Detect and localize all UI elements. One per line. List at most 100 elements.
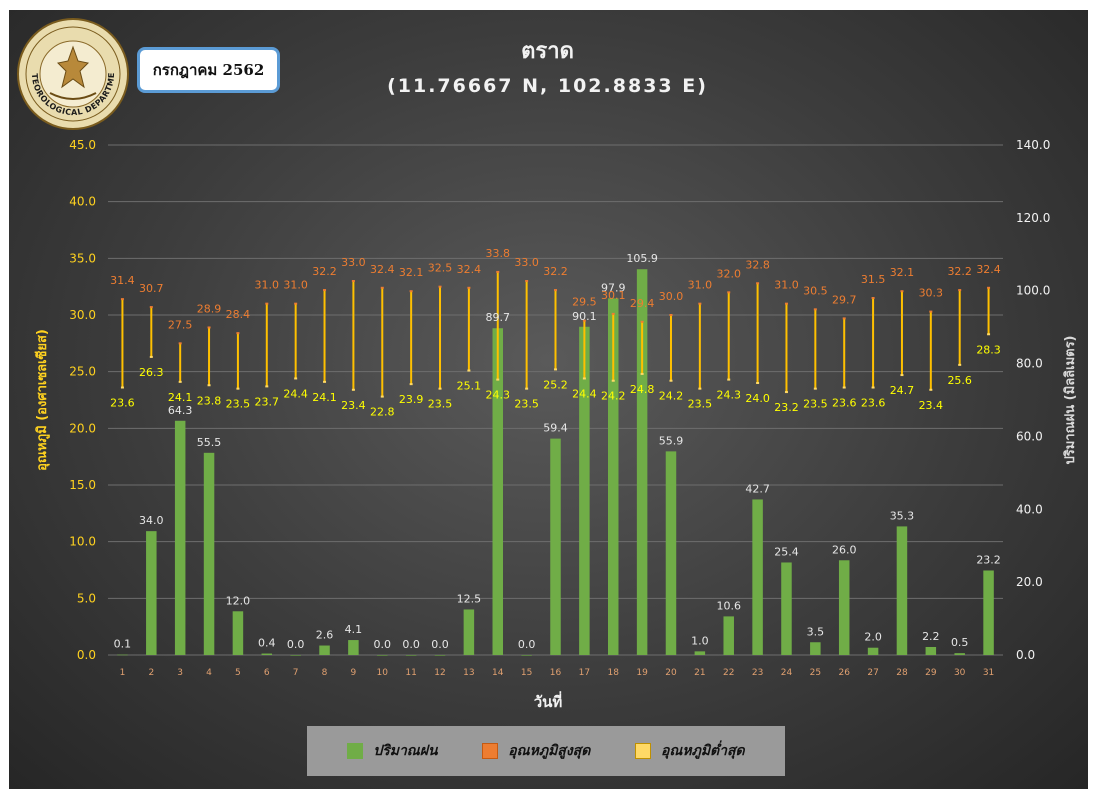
max-temp-label: 29.4 xyxy=(630,297,655,310)
x-tick-label: 20 xyxy=(665,668,677,678)
y-left-tick-label: 40.0 xyxy=(69,195,96,209)
rain-bar xyxy=(579,326,590,655)
max-temp-label: 31.4 xyxy=(110,274,135,287)
rain-value-label: 0.0 xyxy=(518,638,536,651)
chart-legend: ปริมาณฝน อุณหภูมิสูงสุด อุณหภูมิต่ำสุด xyxy=(307,726,785,776)
x-tick-label: 11 xyxy=(405,668,416,678)
rain-value-label: 23.2 xyxy=(976,553,1001,566)
y-right-tick-label: 20.0 xyxy=(1016,575,1043,589)
rain-bar xyxy=(810,642,821,655)
y-right-tick-label: 100.0 xyxy=(1016,284,1050,298)
x-tick-label: 25 xyxy=(810,668,821,678)
max-temp-label: 32.1 xyxy=(890,266,915,279)
y-right-tick-label: 40.0 xyxy=(1016,502,1043,516)
max-temp-label: 32.8 xyxy=(745,258,770,271)
rain-bar xyxy=(117,654,128,656)
y-left-tick-label: 15.0 xyxy=(69,478,96,492)
min-temp-label: 24.4 xyxy=(572,387,597,400)
rain-value-label: 26.0 xyxy=(832,543,857,556)
x-tick-label: 5 xyxy=(235,668,241,678)
max-temp-label: 33.0 xyxy=(341,256,366,269)
legend-item-rain: ปริมาณฝน xyxy=(347,740,438,762)
max-temp-label: 31.0 xyxy=(283,279,308,292)
rain-value-label: 35.3 xyxy=(890,509,915,522)
x-tick-label: 15 xyxy=(521,668,532,678)
rain-bar xyxy=(405,655,417,656)
y-left-tick-label: 10.0 xyxy=(69,535,96,549)
y-left-tick-label: 30.0 xyxy=(69,308,96,322)
min-temp-label: 23.5 xyxy=(803,398,828,411)
min-temp-label: 25.6 xyxy=(947,374,972,387)
rain-bar xyxy=(203,452,215,655)
y-left-tick-label: 20.0 xyxy=(69,421,96,435)
rain-bar xyxy=(954,653,965,655)
x-tick-label: 10 xyxy=(377,668,389,678)
min-temp-label: 24.2 xyxy=(601,390,626,403)
y-right-axis-title: ปริมาณฝน (มิลลิเมตร) xyxy=(1063,335,1078,464)
y-right-tick-label: 140.0 xyxy=(1016,138,1050,152)
max-temp-label: 28.9 xyxy=(197,302,222,315)
legend-item-min-temp: อุณหภูมิต่ำสุด xyxy=(634,740,745,762)
chart-subtitle: (11.76667 N, 102.8833 E) xyxy=(387,75,708,97)
y-left-tick-label: 5.0 xyxy=(77,591,96,605)
rain-value-label: 0.5 xyxy=(951,636,969,649)
x-tick-label: 18 xyxy=(608,668,620,678)
rain-value-label: 2.2 xyxy=(922,630,940,643)
rain-value-label: 12.5 xyxy=(457,592,482,605)
max-temp-label: 29.7 xyxy=(832,293,857,306)
rain-bar xyxy=(290,655,301,656)
max-temp-label: 31.5 xyxy=(861,273,886,286)
rain-value-label: 2.6 xyxy=(316,629,334,642)
rain-bar xyxy=(521,655,532,656)
y-left-tick-label: 25.0 xyxy=(69,365,96,379)
rain-bar xyxy=(319,645,330,655)
max-temp-label: 32.0 xyxy=(716,267,741,280)
x-tick-label: 7 xyxy=(293,668,299,678)
rain-value-label: 64.3 xyxy=(168,404,193,417)
min-temp-label: 24.7 xyxy=(890,384,915,397)
y-right-tick-label: 60.0 xyxy=(1016,429,1043,443)
x-tick-label: 4 xyxy=(206,668,212,678)
rain-bar xyxy=(983,570,994,655)
y-right-tick-label: 120.0 xyxy=(1016,211,1050,225)
x-tick-label: 12 xyxy=(434,668,445,678)
max-temp-label: 27.5 xyxy=(168,318,193,331)
min-temp-label: 23.5 xyxy=(514,398,539,411)
x-tick-label: 21 xyxy=(694,668,705,678)
x-tick-label: 27 xyxy=(867,668,878,678)
rain-bar xyxy=(752,499,763,655)
max-temp-label: 31.0 xyxy=(688,279,713,292)
rain-value-label: 34.0 xyxy=(139,514,164,527)
max-temp-label: 32.2 xyxy=(947,265,972,278)
rain-bar xyxy=(896,526,908,655)
rain-bar xyxy=(607,298,619,655)
min-temp-label: 24.1 xyxy=(312,391,337,404)
meteorological-department-logo: METEOROLOGICAL DEPARTMENT xyxy=(16,17,129,130)
rain-value-label: 90.1 xyxy=(572,310,597,323)
rain-bar xyxy=(174,420,186,655)
rain-bar xyxy=(463,609,475,655)
rain-value-label: 0.1 xyxy=(114,638,132,651)
max-temp-label: 32.2 xyxy=(312,265,337,278)
max-temp-label: 31.0 xyxy=(255,279,280,292)
min-temp-label: 23.6 xyxy=(861,397,886,410)
min-temp-label: 24.1 xyxy=(168,391,193,404)
legend-swatch-rain xyxy=(347,743,364,759)
rain-value-label: 10.6 xyxy=(716,599,741,612)
max-temp-label: 33.8 xyxy=(486,247,511,260)
min-temp-label: 24.3 xyxy=(486,389,511,402)
rain-value-label: 89.7 xyxy=(486,311,511,324)
min-temp-label: 25.2 xyxy=(543,378,568,391)
max-temp-label: 32.4 xyxy=(457,263,482,276)
x-tick-label: 6 xyxy=(264,668,270,678)
rain-value-label: 0.0 xyxy=(402,638,420,651)
max-temp-label: 30.0 xyxy=(659,290,684,303)
min-temp-label: 23.8 xyxy=(197,394,222,407)
x-tick-label: 8 xyxy=(322,668,328,678)
chart-panel xyxy=(9,10,1088,789)
max-temp-label: 30.3 xyxy=(919,287,944,300)
rain-bar xyxy=(838,560,850,655)
rain-value-label: 4.1 xyxy=(345,623,363,636)
max-temp-label: 30.5 xyxy=(803,284,828,297)
